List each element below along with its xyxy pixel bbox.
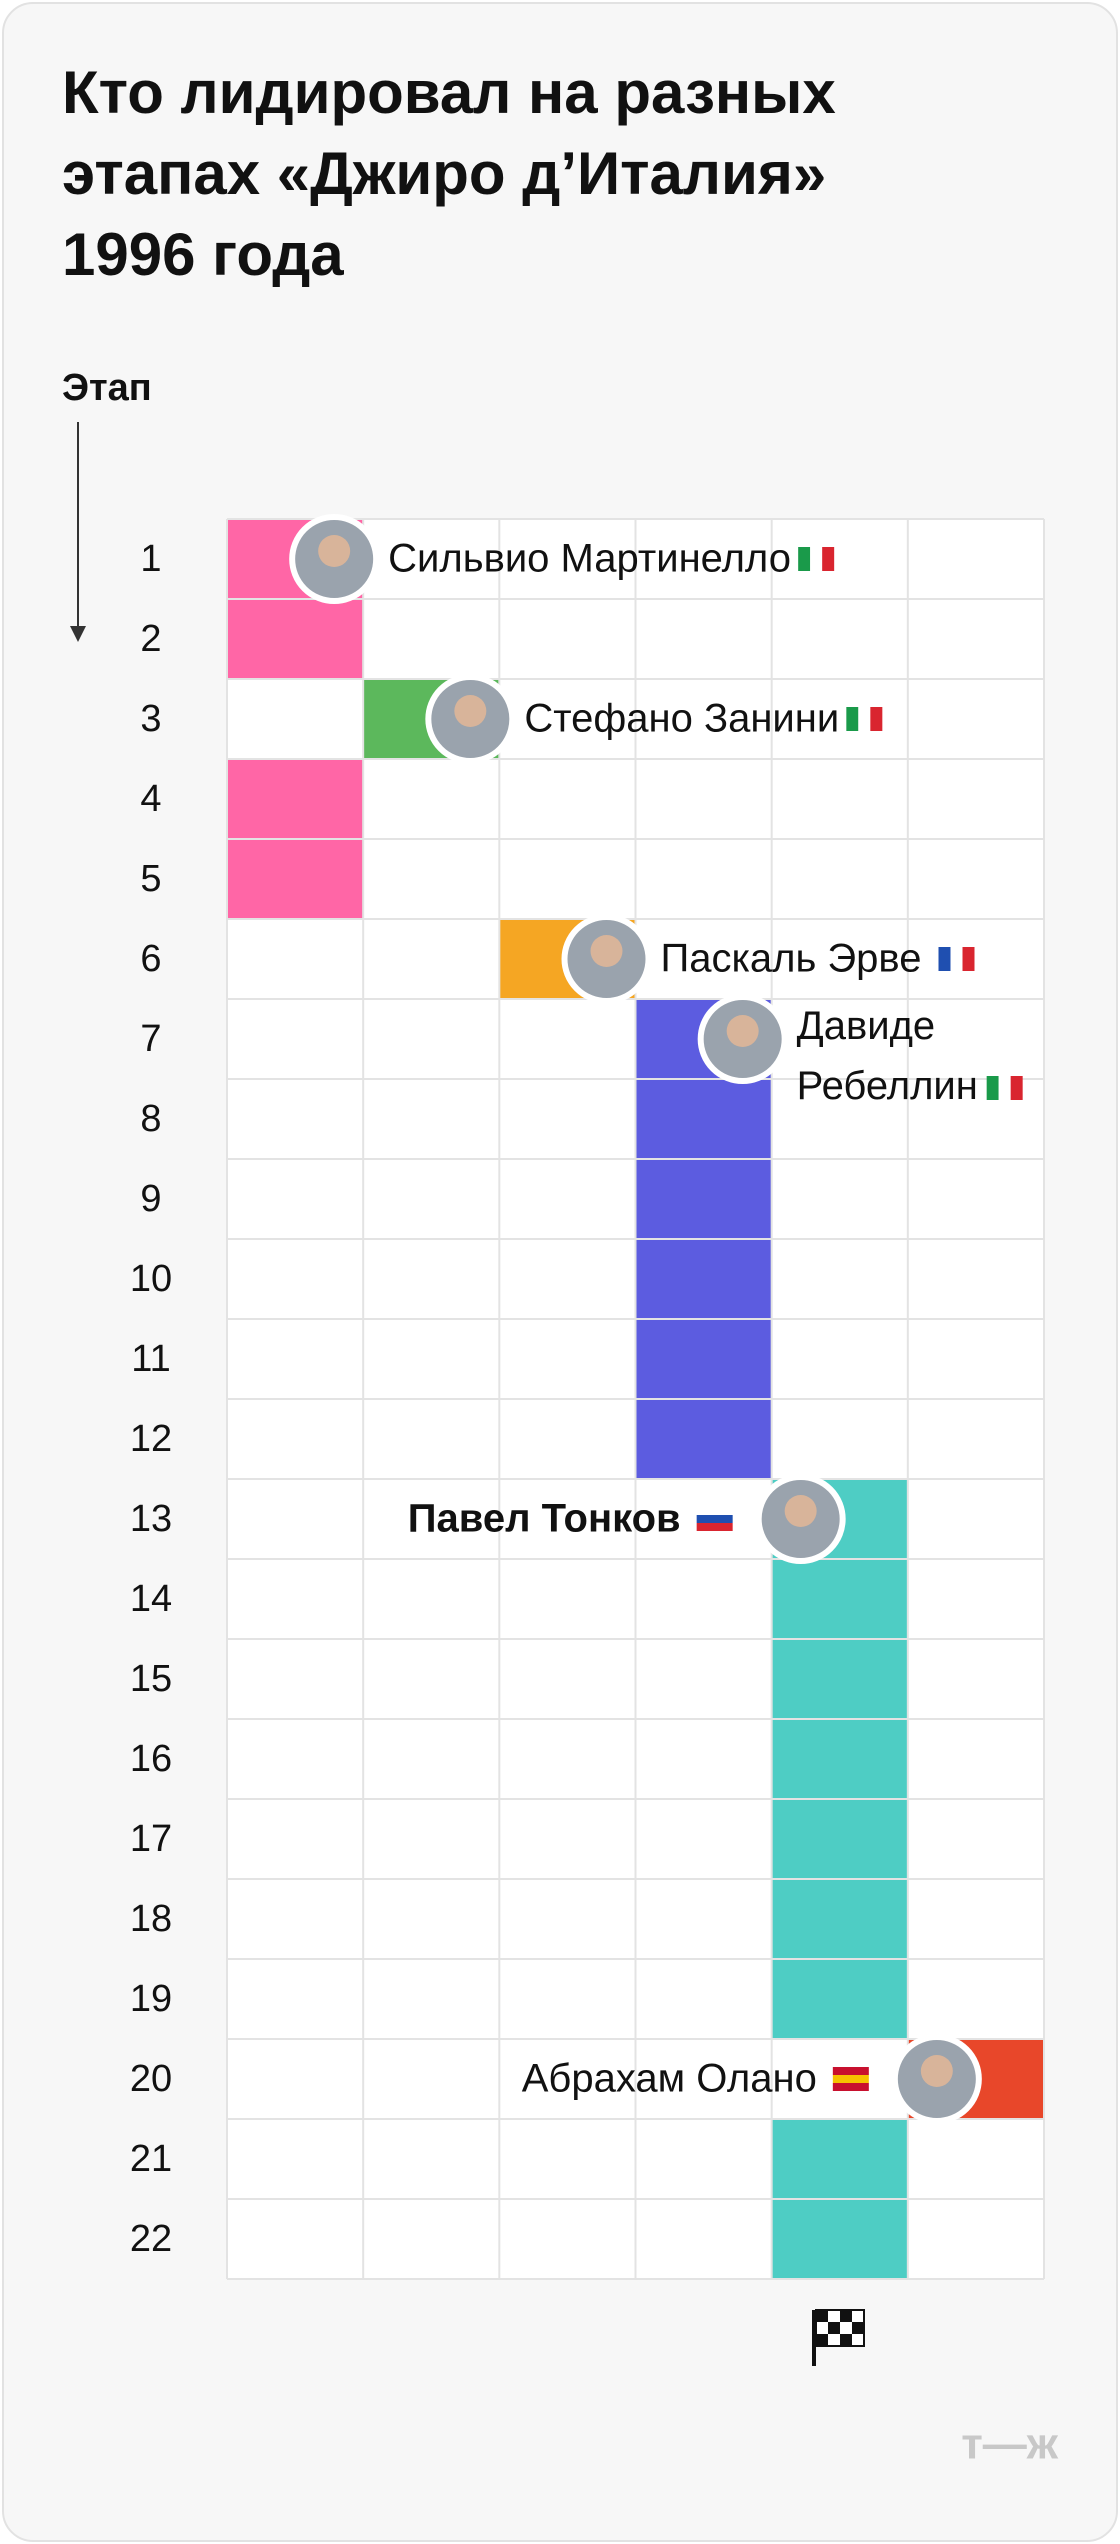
stage-label: 20 <box>130 2058 172 2100</box>
stage-label: 15 <box>130 1658 172 1700</box>
leader-cell <box>227 759 364 839</box>
leader-name: Стефано Занини <box>524 697 839 741</box>
flag <box>938 947 951 971</box>
leader-cell <box>771 1799 908 1879</box>
stage-label: 7 <box>140 1018 161 1060</box>
avatar-head <box>784 1495 817 1527</box>
logo: т—ж <box>961 2420 1059 2469</box>
stage-label: 19 <box>130 1978 172 2020</box>
avatar-head <box>454 695 487 727</box>
leader-cell <box>771 1719 908 1799</box>
leader-name: Павел Тонков <box>408 1497 681 1541</box>
leader-name: Сильвио Мартинелло <box>388 537 791 581</box>
title-line: этапах «Джиро д’Италия» <box>62 140 826 207</box>
leader-cell <box>771 2199 908 2279</box>
leader-cell <box>227 839 364 919</box>
stage-label: 3 <box>140 698 161 740</box>
flag <box>832 2083 869 2091</box>
leader-cell <box>635 1239 772 1319</box>
flag <box>846 707 859 731</box>
flag <box>986 1076 999 1100</box>
leader-cell <box>771 1959 908 2039</box>
flag <box>832 2075 869 2083</box>
flag <box>696 1523 733 1531</box>
leader-cell <box>635 1319 772 1399</box>
stage-label: 13 <box>130 1498 172 1540</box>
stage-label: 4 <box>140 778 161 820</box>
flag <box>950 947 963 971</box>
leader-name: Давиде Ребеллин <box>797 1004 978 1108</box>
leader-cell <box>771 1879 908 1959</box>
stage-label: 11 <box>131 1338 170 1380</box>
leader-name: Абрахам Олано <box>522 2057 817 2101</box>
title-line: 1996 года <box>62 221 344 288</box>
leader-cell <box>635 1159 772 1239</box>
flag <box>1010 1076 1023 1100</box>
flag <box>798 547 811 571</box>
leader-cell <box>635 1079 772 1159</box>
stage-label: 10 <box>130 1258 172 1300</box>
flag <box>962 947 975 971</box>
title-line: Кто лидировал на разных <box>62 59 836 126</box>
leader-cell <box>227 599 364 679</box>
leader-cell <box>771 1639 908 1719</box>
flag <box>696 1515 733 1523</box>
title: Кто лидировал на разных этапах «Джиро д’И… <box>62 59 836 288</box>
avatar-head <box>920 2055 953 2087</box>
stage-label: 1 <box>140 538 161 580</box>
axis-arrow-head <box>70 626 86 642</box>
axis-label: Этап <box>62 367 152 409</box>
stage-label: 12 <box>130 1418 172 1460</box>
leader-name: Паскаль Эрве <box>661 937 922 981</box>
stage-label: 14 <box>130 1578 172 1620</box>
leader-cell <box>635 1399 772 1479</box>
stage-label: 2 <box>140 618 161 660</box>
stage-label: 21 <box>130 2138 172 2180</box>
stage-label: 6 <box>140 938 161 980</box>
stage-label: 8 <box>140 1098 161 1140</box>
stage-label: 18 <box>130 1898 172 1940</box>
avatar-head <box>726 1015 759 1047</box>
grid: 12345678910111213141516171819202122Сильв… <box>130 514 1045 2280</box>
flag <box>832 2067 869 2075</box>
flag <box>870 707 883 731</box>
flag <box>696 1507 733 1515</box>
stage-label: 16 <box>130 1738 172 1780</box>
leader-cell <box>771 1559 908 1639</box>
flag <box>858 707 871 731</box>
finish-flag <box>812 2309 865 2366</box>
stage-label: 22 <box>130 2218 172 2260</box>
avatar-head <box>318 535 351 567</box>
flag <box>998 1076 1011 1100</box>
flag <box>810 547 823 571</box>
stage-label: 5 <box>140 858 161 900</box>
stage-label: 9 <box>140 1178 161 1220</box>
stage-label: 17 <box>130 1818 172 1860</box>
avatar-head <box>590 935 623 967</box>
leader-cell <box>771 2119 908 2199</box>
flag <box>822 547 835 571</box>
